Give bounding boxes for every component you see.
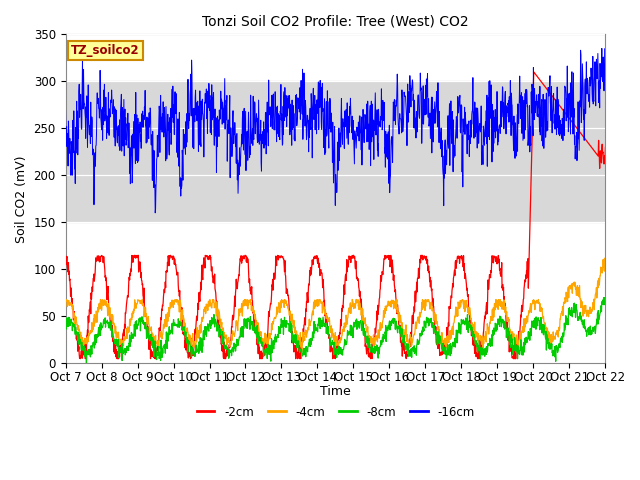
Title: Tonzi Soil CO2 Profile: Tree (West) CO2: Tonzi Soil CO2 Profile: Tree (West) CO2 — [202, 15, 468, 29]
X-axis label: Time: Time — [320, 385, 351, 398]
Y-axis label: Soil CO2 (mV): Soil CO2 (mV) — [15, 155, 28, 242]
Bar — [65, 81, 605, 222]
Text: TZ_soilco2: TZ_soilco2 — [71, 44, 140, 57]
Legend: -2cm, -4cm, -8cm, -16cm: -2cm, -4cm, -8cm, -16cm — [192, 401, 479, 423]
